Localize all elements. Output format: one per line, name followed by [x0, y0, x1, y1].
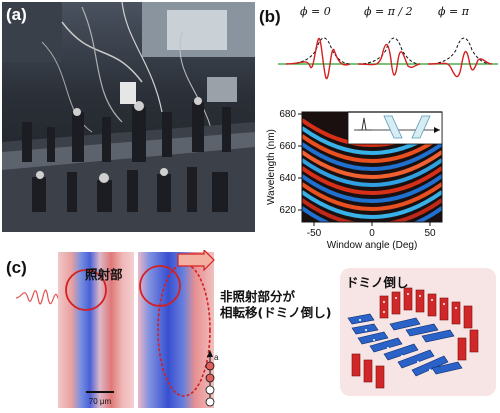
- axis-a-label: a: [214, 353, 219, 362]
- y-axis-label: Wavelength (nm): [266, 129, 277, 205]
- phase-label-pi-half: ϕ = π / 2: [364, 5, 413, 18]
- panel-label-b: (b): [259, 7, 281, 26]
- phase-transition-images: 70 μm a: [15, 250, 219, 408]
- optical-setup-photo: [2, 2, 255, 232]
- x-tick-label: 0: [369, 228, 375, 239]
- y-tick-label: 660: [279, 141, 296, 152]
- y-tick-label: 680: [279, 109, 296, 120]
- x-tick-label: -50: [307, 228, 322, 239]
- y-tick-label: 620: [279, 205, 296, 216]
- panel-label-c: (c): [6, 258, 27, 277]
- x-axis-label: Window angle (Deg): [327, 240, 418, 250]
- scale-bar-label: 70 μm: [89, 397, 112, 406]
- domino-label: ドミノ倒し: [346, 275, 409, 290]
- irradiated-area-label: 照射部: [85, 267, 123, 282]
- spectrogram-plot: -50 0 50 680 660 640 620 Window angle (D…: [266, 109, 443, 250]
- non-irradiated-label-1: 非照射部分が: [220, 289, 296, 304]
- pulse-waveforms: [278, 37, 498, 79]
- phase-label-pi: ϕ = π: [438, 5, 469, 18]
- panel-label-a: (a): [6, 5, 27, 24]
- phase-label-0: ϕ = 0: [300, 5, 331, 18]
- non-irradiated-label-2: 相転移(ドミノ倒し): [220, 305, 332, 320]
- y-tick-label: 640: [279, 173, 296, 184]
- x-tick-label: 50: [424, 228, 436, 239]
- domino-illustration: [340, 268, 496, 396]
